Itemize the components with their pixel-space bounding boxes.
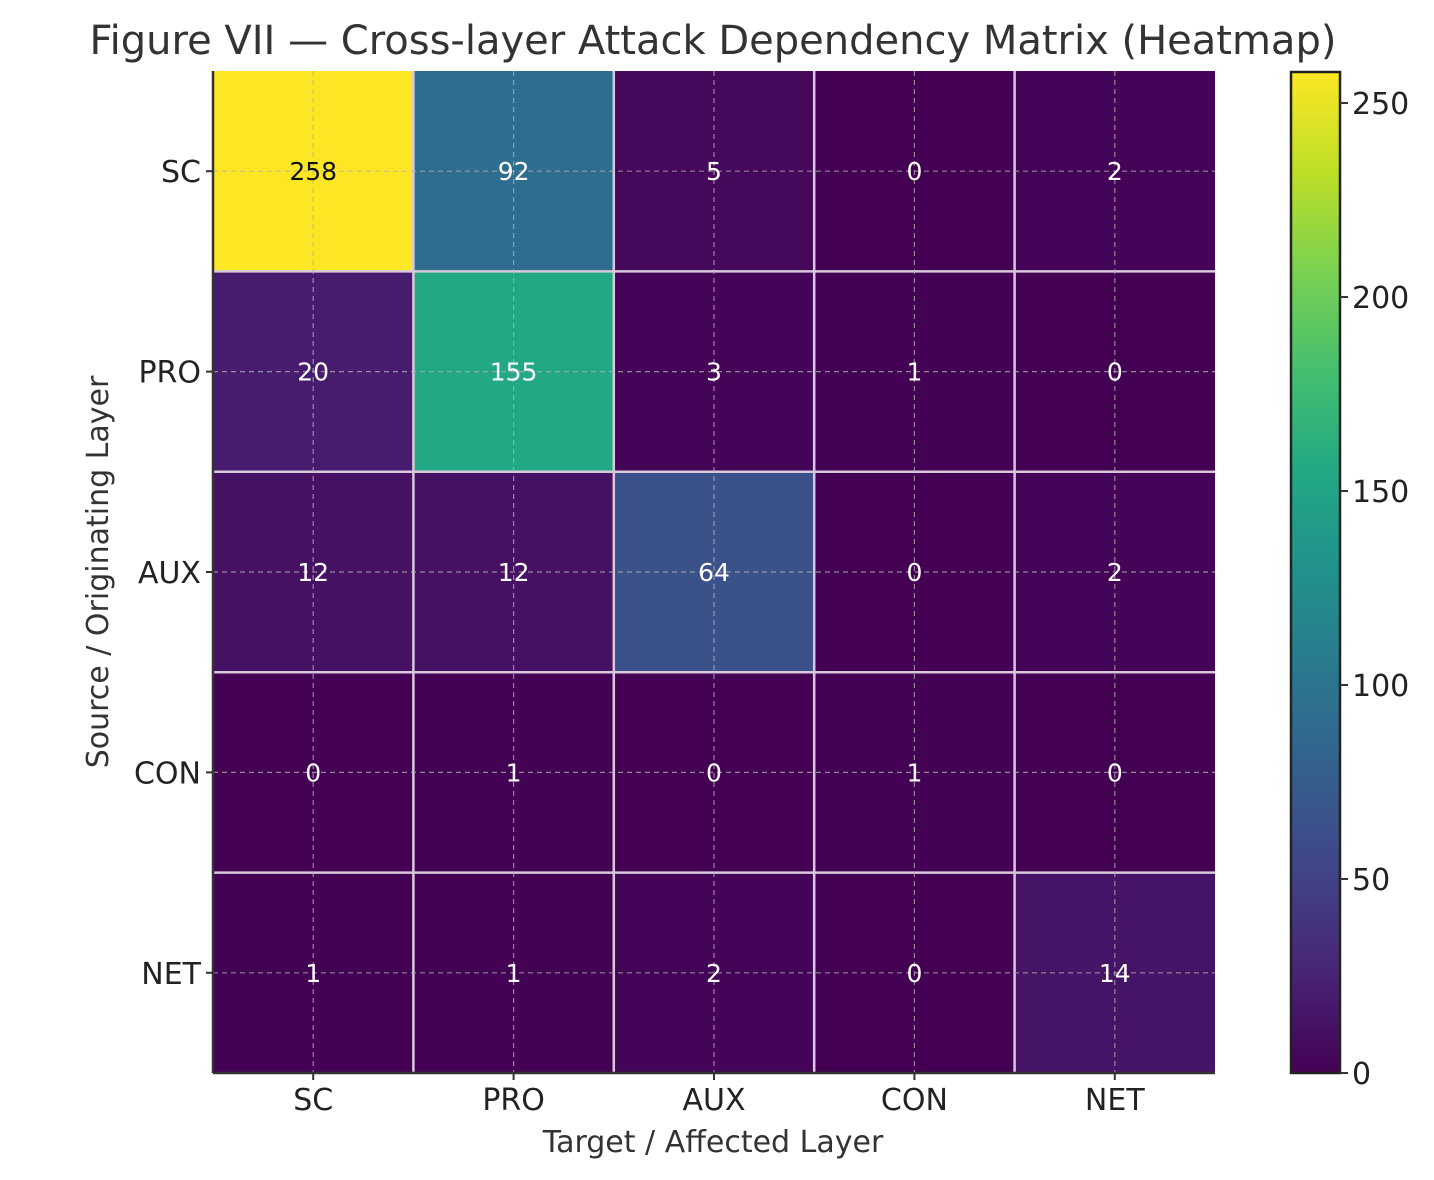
cell-value-label: 0 xyxy=(305,758,321,787)
colorbar: 0 50 100 150 200 250 xyxy=(1289,70,1409,1092)
x-tick-label: AUX xyxy=(682,1083,745,1118)
chart-title: Figure VII — Cross-layer Attack Dependen… xyxy=(90,18,1337,64)
y-tick-label: CON xyxy=(134,756,201,791)
colorbar-tick-label: 0 xyxy=(1352,1057,1371,1092)
cell-value-label: 0 xyxy=(1107,758,1123,787)
cell-value-label: 12 xyxy=(498,558,530,587)
cell-value-label: 2 xyxy=(706,959,722,988)
y-tick-label: NET xyxy=(141,957,201,992)
colorbar-tick-label: 200 xyxy=(1352,281,1409,316)
cell-value-label: 1 xyxy=(906,358,922,387)
cell-value-label: 3 xyxy=(706,358,722,387)
cell-value-label: 20 xyxy=(297,358,329,387)
cell-value-label: 2 xyxy=(1107,558,1123,587)
cell-value-label: 2 xyxy=(1107,157,1123,186)
cell-value-label: 0 xyxy=(1107,358,1123,387)
cell-value-label: 0 xyxy=(906,157,922,186)
y-axis-label: Source / Originating Layer xyxy=(81,375,116,768)
cell-value-label: 155 xyxy=(490,358,538,387)
cell-value-label: 1 xyxy=(906,758,922,787)
colorbar-gradient xyxy=(1289,70,1342,1075)
cell-value-label: 14 xyxy=(1099,959,1131,988)
grid-lines xyxy=(213,71,1215,1073)
colorbar-tick-label: 100 xyxy=(1352,669,1409,704)
x-tick-label: CON xyxy=(881,1083,948,1118)
x-axis-label: Target / Affected Layer xyxy=(542,1125,884,1160)
y-tick-label: PRO xyxy=(138,356,201,391)
colorbar-tick-label: 50 xyxy=(1352,863,1390,898)
cell-value-label: 258 xyxy=(289,157,337,186)
cell-value-label: 12 xyxy=(297,558,329,587)
cell-value-label: 92 xyxy=(498,157,530,186)
cell-value-label: 0 xyxy=(906,558,922,587)
cell-value-label: 1 xyxy=(506,959,522,988)
cell-value-label: 5 xyxy=(706,157,722,186)
y-tick-label: AUX xyxy=(138,556,201,591)
cell-value-label: 0 xyxy=(706,758,722,787)
x-tick-label: SC xyxy=(293,1083,333,1118)
x-tick-label: PRO xyxy=(482,1083,545,1118)
cell-value-label: 0 xyxy=(906,959,922,988)
cell-value-label: 64 xyxy=(698,558,730,587)
x-tick-label: NET xyxy=(1085,1083,1145,1118)
y-tick-label: SC xyxy=(161,155,201,190)
cell-value-labels: 258 92 5 0 220 155 3 1 012 12 64 0 20 1 0 1 01 1 2 0 14 xyxy=(289,157,1130,988)
axes: SC PRO AUX CON NET SC PRO AUX CON NET xyxy=(134,71,1215,1118)
cell-value-label: 1 xyxy=(506,758,522,787)
colorbar-tick-label: 250 xyxy=(1352,87,1409,122)
colorbar-tick-label: 150 xyxy=(1352,475,1409,510)
cell-value-label: 1 xyxy=(305,959,321,988)
